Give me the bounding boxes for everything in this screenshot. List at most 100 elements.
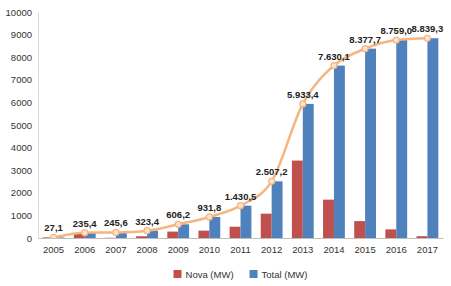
x-tick: 2016 xyxy=(386,238,407,255)
marker xyxy=(362,46,368,52)
x-tick-label: 2012 xyxy=(261,244,282,255)
y-tick-label: 3000 xyxy=(11,165,32,176)
marker xyxy=(113,229,119,235)
data-label: 235,4 xyxy=(73,218,97,229)
y-axis: 0 1000 2000 3000 4000 5000 6000 7000 8000 9000 100… xyxy=(6,7,39,244)
y-axis-line xyxy=(38,13,39,239)
y-tick-label: 6000 xyxy=(11,97,32,108)
marker xyxy=(238,203,244,209)
data-label: 8.839,3 xyxy=(412,23,444,34)
plot-area xyxy=(43,35,439,238)
x-tick-label: 2017 xyxy=(417,244,438,255)
y-tick-label: 5000 xyxy=(11,120,32,131)
x-tick-label: 2011 xyxy=(230,244,250,255)
legend-label: Total (MW) xyxy=(262,269,308,280)
data-label: 8.759,0 xyxy=(380,25,412,36)
bar xyxy=(292,161,303,238)
bar xyxy=(261,214,272,238)
marker xyxy=(393,37,399,43)
legend-swatch xyxy=(174,270,182,278)
marker xyxy=(51,234,57,238)
y-tick: 7000 xyxy=(11,74,38,85)
x-tick-label: 2015 xyxy=(355,244,376,255)
legend: Nova (MW) Total (MW) xyxy=(174,269,308,280)
x-tick-label: 2005 xyxy=(43,244,64,255)
bar xyxy=(427,38,438,238)
bar xyxy=(396,40,407,238)
y-tick: 4000 xyxy=(11,142,38,153)
x-tick-label: 2009 xyxy=(168,244,189,255)
bar xyxy=(105,237,116,238)
data-label: 323,4 xyxy=(135,216,159,227)
y-tick: 5000 xyxy=(11,120,38,131)
bar xyxy=(323,200,334,238)
markers xyxy=(51,35,431,238)
chart: 0 1000 2000 3000 4000 5000 6000 7000 8000 9000 100… xyxy=(0,0,451,286)
data-label: 2.507,2 xyxy=(256,166,288,177)
y-tick-label: 8000 xyxy=(11,52,32,63)
x-tick-label: 2014 xyxy=(323,244,344,255)
bar xyxy=(365,49,376,238)
y-tick-label: 1000 xyxy=(11,210,32,221)
bar xyxy=(303,104,314,238)
x-tick: 2008 xyxy=(136,238,157,255)
marker xyxy=(206,214,212,220)
x-tick: 2013 xyxy=(292,238,313,255)
x-axis-line xyxy=(39,238,444,239)
x-tick-label: 2007 xyxy=(105,244,126,255)
marker xyxy=(424,35,430,41)
data-label: 931,8 xyxy=(197,202,221,213)
bar xyxy=(167,232,178,238)
marker xyxy=(175,221,181,227)
y-tick-label: 9000 xyxy=(11,29,32,40)
x-tick: 2012 xyxy=(261,238,282,255)
x-tick-label: 2006 xyxy=(74,244,95,255)
x-tick: 2010 xyxy=(199,238,220,255)
bar xyxy=(230,227,241,238)
x-tick: 2007 xyxy=(105,238,126,255)
line xyxy=(54,38,428,237)
y-tick-label: 0 xyxy=(27,233,32,244)
data-label: 1.430,5 xyxy=(225,191,257,202)
x-tick-label: 2010 xyxy=(199,244,220,255)
data-label: 27,1 xyxy=(44,222,63,233)
y-tick-label: 10000 xyxy=(6,7,32,18)
data-labels: 27,1 235,4 245,6 323,4 606,2 931,8 1.430,5 2.50… xyxy=(44,23,443,233)
x-tick: 2006 xyxy=(74,238,95,255)
data-label: 245,6 xyxy=(104,217,128,228)
y-tick: 9000 xyxy=(11,29,38,40)
data-label: 5.933,4 xyxy=(287,89,319,100)
bar xyxy=(272,181,283,238)
marker xyxy=(82,230,88,236)
x-tick: 2011 xyxy=(230,238,250,255)
y-tick: 10000 xyxy=(6,7,38,18)
data-label: 606,2 xyxy=(166,209,190,220)
marker xyxy=(269,178,275,184)
legend-swatch xyxy=(250,270,258,278)
bar xyxy=(198,231,209,238)
bar xyxy=(385,229,396,238)
y-tick-label: 4000 xyxy=(11,142,32,153)
legend-label: Nova (MW) xyxy=(186,269,234,280)
x-tick-label: 2016 xyxy=(386,244,407,255)
y-tick-label: 2000 xyxy=(11,187,32,198)
y-tick: 8000 xyxy=(11,52,38,63)
x-tick: 2015 xyxy=(355,238,376,255)
bar xyxy=(417,236,428,238)
bar xyxy=(136,236,147,238)
marker xyxy=(144,228,150,234)
y-tick: 2000 xyxy=(11,187,38,198)
x-tick: 2009 xyxy=(168,238,189,255)
y-tick-label: 7000 xyxy=(11,74,32,85)
x-tick-label: 2008 xyxy=(136,244,157,255)
y-tick: 3000 xyxy=(11,165,38,176)
y-tick: 0 xyxy=(27,233,38,244)
x-tick: 2017 xyxy=(417,238,438,255)
y-tick: 1000 xyxy=(11,210,38,221)
bar xyxy=(354,221,365,238)
data-label: 7.630,1 xyxy=(318,51,350,62)
bar xyxy=(334,66,345,238)
marker xyxy=(300,101,306,107)
bar-series xyxy=(54,38,439,238)
x-tick-label: 2013 xyxy=(292,244,313,255)
